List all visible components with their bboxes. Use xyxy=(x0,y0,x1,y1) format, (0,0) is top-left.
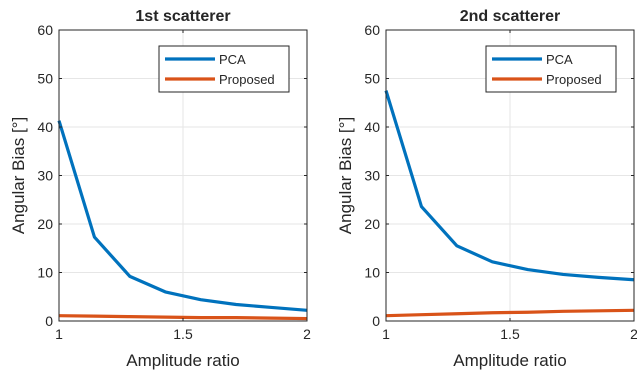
chart-panel-2nd-scatterer: 0 10 20 30 40 50 60 1 1.5 2 2nd scatterer Amplitude… xyxy=(336,8,637,370)
x-tick-label: 1.5 xyxy=(173,326,193,342)
x-tick-label: 1 xyxy=(55,326,63,342)
x-axis-label: Amplitude ratio xyxy=(453,351,566,370)
legend-entry: PCA xyxy=(546,52,573,67)
y-tick-label: 30 xyxy=(37,168,53,184)
x-axis-label: Amplitude ratio xyxy=(126,351,239,370)
y-tick-label: 0 xyxy=(45,313,53,329)
x-tick-label: 1 xyxy=(382,326,390,342)
legend: PCA Proposed xyxy=(486,46,616,92)
y-axis-label: Angular Bias [°] xyxy=(9,117,28,234)
y-axis-label: Angular Bias [°] xyxy=(336,117,355,234)
x-tick-label: 2 xyxy=(303,326,311,342)
y-tick-label: 30 xyxy=(364,168,380,184)
chart-title: 2nd scatterer xyxy=(460,8,561,25)
y-tick-label: 50 xyxy=(364,71,380,87)
y-tick-label: 60 xyxy=(37,22,53,38)
legend: PCA Proposed xyxy=(159,46,289,92)
y-tick-label: 50 xyxy=(37,71,53,87)
legend-entry: Proposed xyxy=(546,72,602,87)
y-tick-label: 10 xyxy=(37,265,53,281)
x-tick-label: 2 xyxy=(630,326,637,342)
y-tick-label: 60 xyxy=(364,22,380,38)
y-tick-label: 20 xyxy=(364,216,380,232)
chart-panel-1st-scatterer: 0 10 20 30 40 50 60 1 1.5 2 1st scatterer Amplitude… xyxy=(9,8,311,370)
y-tick-label: 40 xyxy=(37,119,53,135)
y-tick-label: 20 xyxy=(37,216,53,232)
chart-title: 1st scatterer xyxy=(135,8,230,25)
y-tick-label: 10 xyxy=(364,265,380,281)
y-tick-label: 40 xyxy=(364,119,380,135)
y-tick-label: 0 xyxy=(372,313,380,329)
x-tick-label: 1.5 xyxy=(500,326,520,342)
legend-entry: Proposed xyxy=(219,72,275,87)
legend-entry: PCA xyxy=(219,52,246,67)
